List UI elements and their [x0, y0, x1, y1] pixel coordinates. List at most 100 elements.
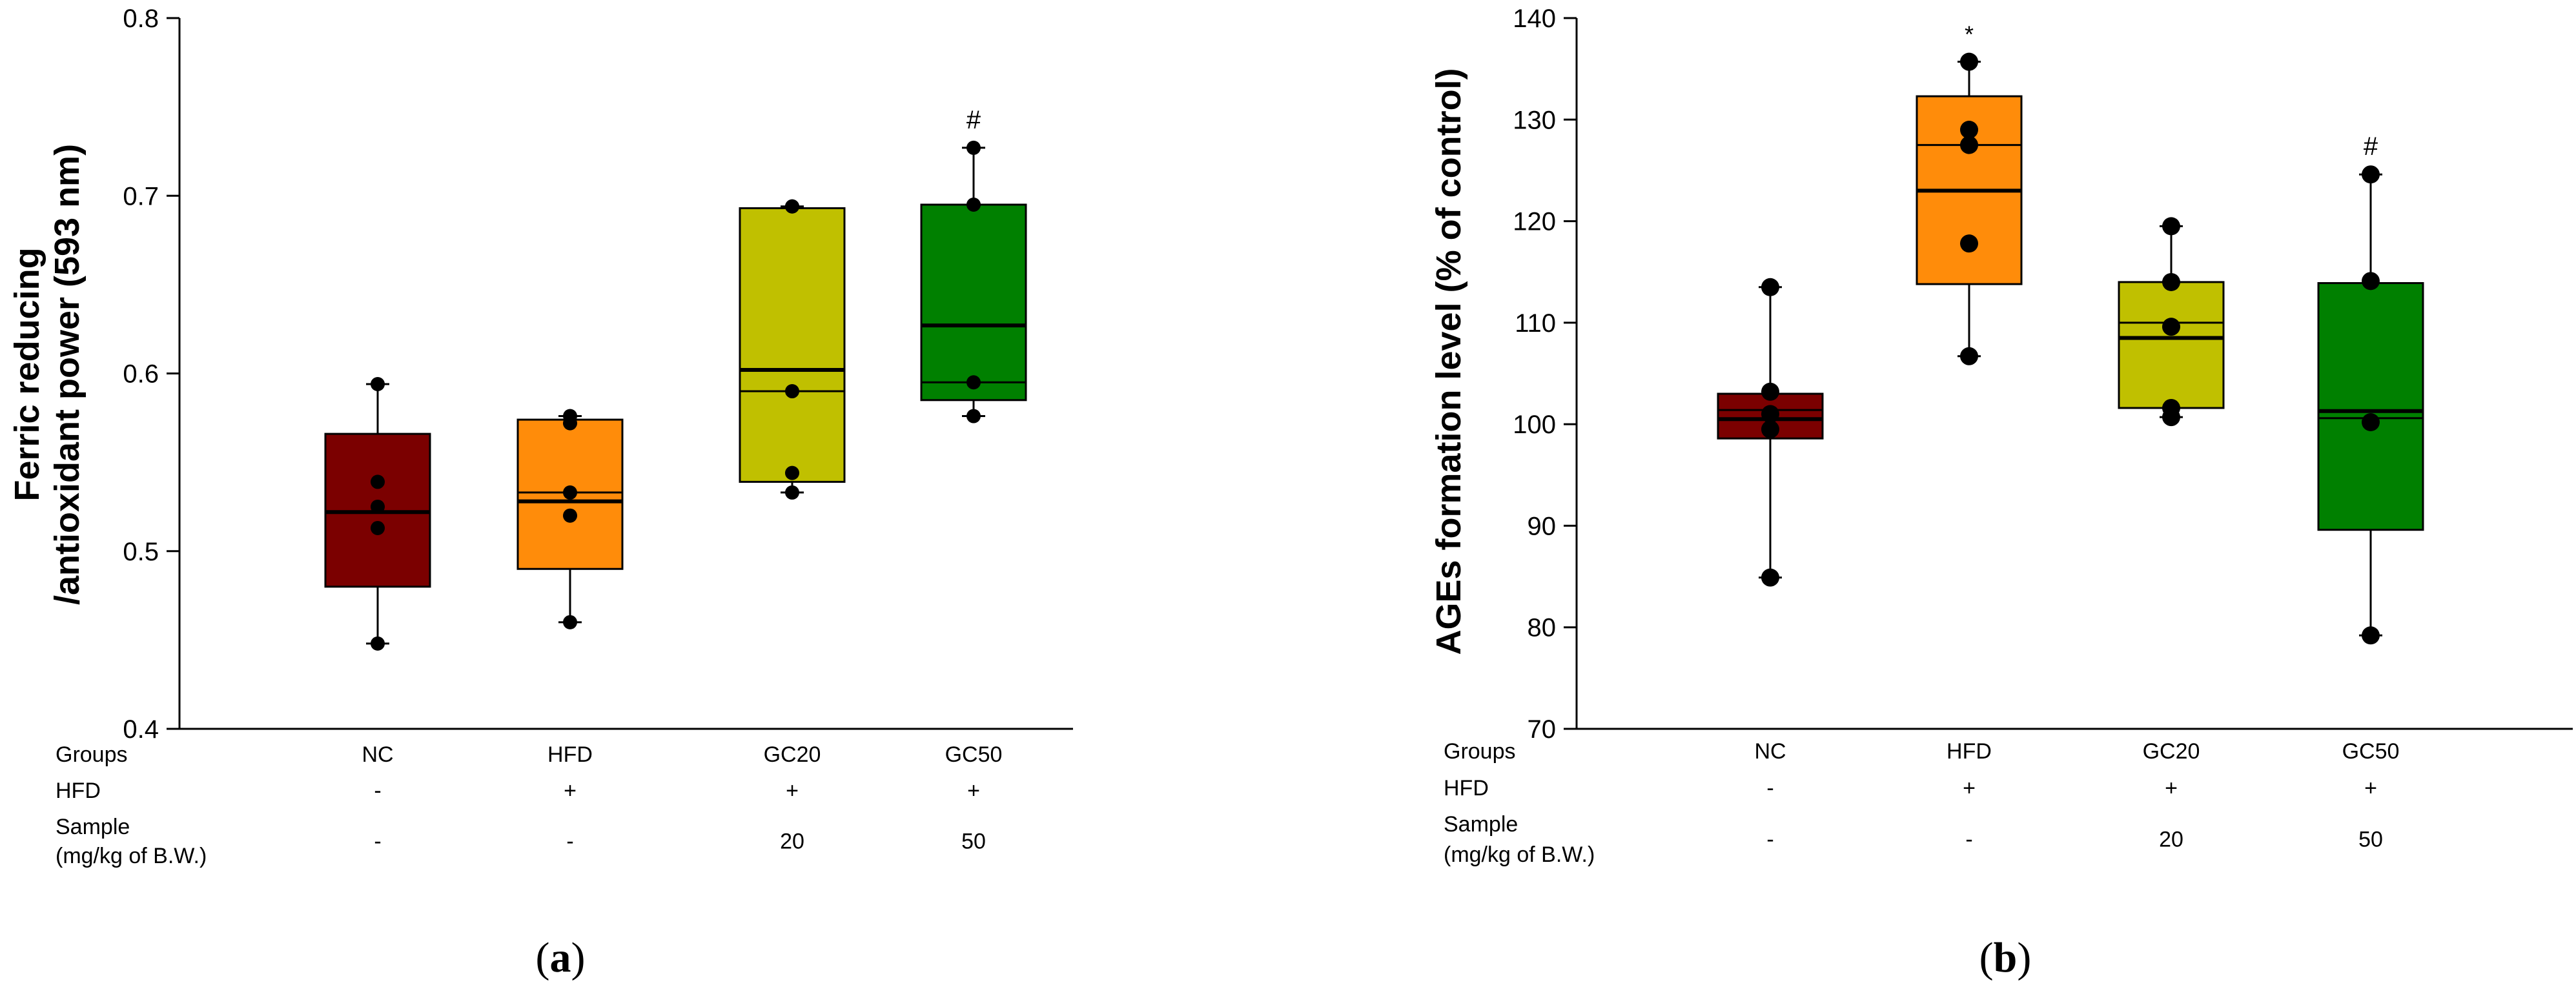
panel-a-box-nc — [324, 377, 431, 651]
data-point — [966, 198, 981, 212]
data-point — [785, 384, 799, 399]
panel-b-table-sample: 50 — [2358, 828, 2383, 852]
data-point — [1761, 382, 1779, 401]
data-point — [2162, 272, 2180, 291]
panel-b-y-title: AGEs formation level (% of control) — [1429, 68, 1468, 655]
data-point — [2162, 318, 2180, 336]
panel-b-box-gc50: # — [2317, 132, 2424, 645]
panel-b-annotation: # — [2364, 132, 2378, 161]
data-point — [371, 377, 385, 392]
panel-a-ytick-label: 0.8 — [123, 5, 159, 33]
panel-a-box-hfd — [516, 409, 624, 629]
svg-text:(a): (a) — [536, 934, 586, 981]
panel-a-table-hfd: + — [564, 779, 577, 803]
panel-a: 0.4 0.5 0.6 0.7 0.8 # Ferric reducing /antio… — [8, 5, 1073, 981]
panel-a-ytick-label: 0.5 — [123, 538, 159, 566]
panel-b-table-sample: 20 — [2159, 828, 2183, 852]
panel-b-table-group: GC50 — [2342, 739, 2400, 764]
data-point — [1960, 347, 1978, 365]
data-point — [563, 508, 577, 523]
panel-b-box-nc — [1717, 278, 1824, 587]
panel-b-ytick-label: 140 — [1513, 5, 1556, 33]
panel-a-letter: a — [550, 934, 571, 981]
data-point — [2162, 217, 2180, 236]
data-point — [371, 520, 385, 535]
panel-a-box-gc50: # — [920, 106, 1027, 423]
panel-a-table-group: GC50 — [945, 742, 1003, 767]
panel-b-letter: b — [1994, 934, 2018, 981]
panel-b-table-sample: - — [1766, 828, 1774, 852]
data-point — [1761, 278, 1779, 296]
panel-b: 70 80 90 100 110 120 130 140 * # AGEs formation … — [1429, 5, 2573, 981]
data-point — [1761, 568, 1779, 587]
data-point — [966, 140, 981, 155]
panel-a-box-gc20 — [739, 199, 846, 500]
panel-b-label: (b) — [1979, 934, 2032, 981]
data-point — [1960, 136, 1978, 154]
panel-a-table-group: GC20 — [764, 742, 821, 767]
data-point — [966, 375, 981, 390]
panel-b-ytick-label: 110 — [1515, 309, 1556, 338]
data-point — [785, 465, 799, 480]
panel-b-ytick-label: 80 — [1528, 614, 1557, 642]
panel-a-table-sample: 50 — [961, 830, 986, 854]
data-point — [2362, 413, 2380, 431]
data-point — [1761, 420, 1779, 439]
data-point — [2162, 398, 2180, 417]
panel-a-table-row-label: (mg/kg of B.W.) — [56, 844, 207, 868]
panel-b-ytick-label: 100 — [1513, 411, 1556, 439]
panel-a-table-row-label: Groups — [56, 742, 128, 767]
panel-b-table-row-label: (mg/kg of B.W.) — [1444, 842, 1595, 867]
panel-b-ytick-label: 70 — [1528, 715, 1557, 744]
panel-b-table-hfd: + — [1963, 776, 1976, 800]
panel-a-table-sample: - — [374, 830, 381, 854]
panel-b-ytick-label: 120 — [1513, 208, 1556, 236]
panel-b-table-group: HFD — [1947, 739, 1992, 764]
data-point — [2362, 626, 2380, 645]
data-point — [2362, 165, 2380, 184]
panel-b-table-sample: - — [1965, 828, 1972, 852]
panel-a-table-hfd: + — [967, 779, 980, 803]
panel-a-ytick-label: 0.4 — [123, 715, 159, 744]
data-point — [1960, 234, 1978, 253]
panel-b-box-gc20 — [2118, 217, 2225, 427]
panel-a-table-sample: - — [566, 830, 573, 854]
panel-b-table-row-label: HFD — [1444, 776, 1489, 800]
panel-b-table-hfd: + — [2165, 776, 2178, 800]
data-point — [563, 409, 577, 423]
panel-b-table-row-label: Sample — [1444, 812, 1518, 837]
panel-b-annotation: * — [1965, 21, 1974, 48]
panel-a-table-hfd: - — [374, 779, 381, 803]
data-point — [2362, 272, 2380, 291]
panel-b-table-row-label: Groups — [1444, 739, 1516, 764]
data-point — [966, 409, 981, 423]
data-point — [785, 485, 799, 500]
panel-a-annotation: # — [966, 106, 981, 134]
box-iqr — [2118, 281, 2225, 409]
panel-a-ytick-label: 0.6 — [123, 360, 159, 389]
data-point — [1960, 52, 1978, 71]
box-iqr — [2317, 282, 2424, 531]
panel-a-table-group: NC — [362, 742, 393, 767]
svg-text:(b): (b) — [1979, 934, 2032, 981]
panel-a-ytick-label: 0.7 — [123, 182, 159, 210]
data-point — [1960, 121, 1978, 139]
panel-a-table-group: HFD — [547, 742, 593, 767]
box-iqr — [739, 207, 846, 483]
data-point — [563, 615, 577, 629]
panel-a-table-hfd: + — [786, 779, 799, 803]
panel-a-table-sample: 20 — [780, 830, 804, 854]
data-point — [785, 199, 799, 214]
data-point — [371, 636, 385, 651]
panel-b-ytick-label: 90 — [1528, 512, 1557, 540]
data-point — [371, 474, 385, 489]
panel-b-box-hfd: * — [1916, 21, 2023, 365]
data-point — [1761, 405, 1779, 423]
panel-b-ytick-label: 130 — [1513, 106, 1556, 134]
panel-b-table-group: NC — [1754, 739, 1786, 764]
panel-a-y-title-line1: Ferric reducing — [8, 247, 46, 501]
panel-b-table-group: GC20 — [2143, 739, 2200, 764]
panel-a-y-title-line2: /antioxidant power (593 nm) — [48, 144, 87, 605]
panel-b-table-hfd: + — [2364, 776, 2377, 800]
